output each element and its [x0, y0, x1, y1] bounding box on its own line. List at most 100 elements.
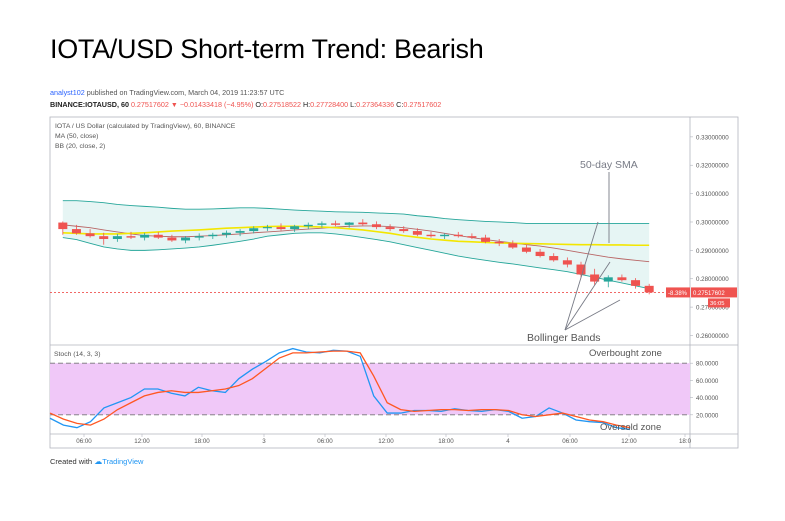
candle-body: [440, 234, 450, 237]
stoch-tick-label: 60.0000: [696, 378, 719, 385]
bb-annotation-pointer: [564, 299, 621, 331]
price-tick-label: 0.27000000: [696, 305, 729, 312]
candle-body: [494, 241, 504, 244]
price-tick-label: 0.31000000: [696, 191, 729, 198]
candle-body: [549, 256, 559, 261]
symbol-label: BINANCE:IOTAUSD, 60: [50, 100, 129, 109]
time-tick-label: 3: [262, 438, 266, 445]
author-link[interactable]: analyst102: [50, 88, 85, 97]
candle-body: [208, 234, 218, 237]
bb-annotation-label: Bollinger Bands: [527, 332, 601, 344]
bb-annotation-pointer: [564, 261, 611, 331]
candle-body: [140, 234, 150, 238]
chart-frame: [49, 116, 739, 449]
open-label: O:: [255, 100, 263, 109]
bollinger-upper-line: [62, 200, 650, 224]
stoch-tick-label: 20.0000: [696, 412, 719, 419]
candle-body: [58, 222, 68, 230]
candle-body: [317, 223, 327, 225]
candle-body: [412, 231, 422, 235]
candle-body: [371, 224, 381, 228]
candle-body: [112, 236, 122, 240]
low-value: 0.27364336: [356, 100, 395, 109]
time-tick-label: 12:00: [378, 438, 394, 445]
candle-body: [235, 231, 245, 233]
candle-body: [603, 277, 613, 282]
time-tick-label: 18:0: [679, 438, 692, 445]
bollinger-lower-line: [62, 232, 650, 290]
time-tick-label: 12:00: [621, 438, 637, 445]
publish-line: analyst102 published on TradingView.com,…: [50, 88, 284, 97]
time-tick-label: 18:00: [194, 438, 210, 445]
close-value: 0.27517602: [403, 100, 442, 109]
candle-body: [535, 251, 545, 257]
price-tick-label: 0.32000000: [696, 163, 729, 170]
candle-body: [221, 232, 231, 235]
time-tick-label: 06:00: [562, 438, 578, 445]
candle-body: [631, 280, 641, 286]
main-legend-item: IOTA / US Dollar (calculated by TradingV…: [55, 123, 236, 130]
high-value: 0.27728400: [310, 100, 349, 109]
high-label: H:: [302, 100, 311, 109]
change-badge: [666, 287, 690, 298]
candle-body: [331, 223, 341, 225]
candle-body: [481, 237, 491, 242]
time-tick-label: 4: [506, 438, 510, 445]
bollinger-band-fill: [62, 200, 650, 289]
change-badge-label: -8.38%: [668, 291, 688, 297]
last-price-badge: [691, 287, 737, 298]
candle-body: [453, 234, 463, 237]
footer-prefix: Created with: [50, 457, 93, 466]
footer-brand[interactable]: TradingView: [102, 457, 144, 466]
last-price: 0.27517602: [130, 100, 169, 109]
main-legend-item: MA (50, close): [55, 133, 98, 140]
bb-annotation-pointer: [564, 221, 599, 331]
candle-body: [262, 227, 272, 229]
candle-body: [276, 227, 286, 230]
stoch-d-line: [49, 350, 631, 429]
time-tick-label: 06:00: [317, 438, 333, 445]
overbought-label: Overbought zone: [589, 348, 662, 359]
stoch-legend: Stoch (14, 3, 3): [54, 351, 100, 358]
ma-50-line: [62, 225, 650, 247]
countdown-badge: [708, 298, 730, 308]
time-tick-label: 06:00: [76, 438, 92, 445]
time-tick-label: 18:00: [438, 438, 454, 445]
publish-text: published on TradingView.com, March 04, …: [84, 88, 285, 97]
price-tick-label: 0.33000000: [696, 134, 729, 141]
candle-body: [467, 236, 477, 238]
main-legend-item: BB (20, close, 2): [55, 143, 105, 150]
candle-body: [249, 228, 259, 232]
oversold-label: Oversold zone: [600, 422, 661, 433]
candle-body: [399, 229, 409, 232]
price-change: −0.01433418 (−4.95%): [179, 100, 254, 109]
candle-body: [167, 237, 177, 241]
candle-body: [85, 233, 95, 237]
candle-body: [99, 236, 109, 240]
ohlc-line: BINANCE:IOTAUSD, 60 0.27517602 ▼ −0.0143…: [50, 100, 441, 109]
price-tick-label: 0.26000000: [696, 333, 729, 340]
stoch-tick-label: 80.0000: [696, 361, 719, 368]
candle-body: [562, 260, 572, 265]
candle-body: [426, 234, 436, 237]
price-tick-label: 0.28000000: [696, 276, 729, 283]
price-tick-label: 0.29000000: [696, 248, 729, 255]
candle-body: [617, 277, 627, 281]
time-tick-label: 12:00: [134, 438, 150, 445]
candle-body: [181, 237, 191, 241]
candle-body: [71, 229, 81, 234]
close-label: C:: [396, 100, 404, 109]
countdown-label: 36:05: [710, 301, 725, 307]
candle-body: [576, 264, 586, 275]
candle-body: [194, 236, 204, 238]
candle-body: [590, 274, 600, 282]
candle-body: [358, 222, 368, 225]
candle-body: [508, 243, 518, 248]
down-arrow-icon: ▼: [170, 102, 178, 109]
candle-body: [521, 247, 531, 252]
stoch-tick-label: 40.0000: [696, 395, 719, 402]
tradingview-logo-icon: ☁: [94, 457, 103, 466]
candle-body: [290, 226, 300, 230]
candle-body: [126, 236, 136, 238]
